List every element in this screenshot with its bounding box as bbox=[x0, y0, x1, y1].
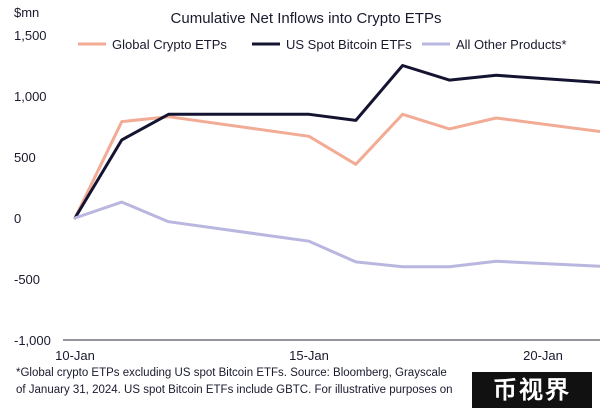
legend-label: US Spot Bitcoin ETFs bbox=[286, 37, 412, 52]
y-tick-label: 500 bbox=[14, 150, 36, 165]
footnote-line-1: *Global crypto ETPs excluding US spot Bi… bbox=[16, 367, 447, 379]
series-line-2 bbox=[73, 200, 600, 269]
y-tick-labels: 1,500 1,000 500 0 -500 -1,000 bbox=[14, 28, 51, 348]
y-tick-label: -1,000 bbox=[14, 333, 51, 348]
series-line-1 bbox=[73, 64, 600, 220]
y-tick-label: -500 bbox=[14, 272, 40, 287]
line-chart: Cumulative Net Inflows into Crypto ETPs … bbox=[14, 5, 600, 363]
y-tick-label: 1,000 bbox=[14, 89, 47, 104]
legend-label: Global Crypto ETPs bbox=[112, 37, 227, 52]
watermark-logo: 币视界 bbox=[472, 372, 592, 408]
series-line-0 bbox=[73, 112, 600, 220]
x-tick-label: 20-Jan bbox=[523, 348, 563, 363]
x-tick-label: 15-Jan bbox=[289, 348, 329, 363]
legend-label: All Other Products* bbox=[456, 37, 567, 52]
y-tick-label: 1,500 bbox=[14, 28, 47, 43]
chart-title: Cumulative Net Inflows into Crypto ETPs bbox=[171, 10, 442, 27]
series-lines bbox=[73, 64, 600, 269]
x-tick-label: 10-Jan bbox=[55, 348, 95, 363]
y-tick-label: 0 bbox=[14, 211, 21, 226]
y-axis-label: $mn bbox=[14, 5, 39, 20]
footnote-line-2: of January 31, 2024. US spot Bitcoin ETF… bbox=[16, 384, 453, 396]
legend: Global Crypto ETPs US Spot Bitcoin ETFs Al… bbox=[78, 37, 567, 52]
